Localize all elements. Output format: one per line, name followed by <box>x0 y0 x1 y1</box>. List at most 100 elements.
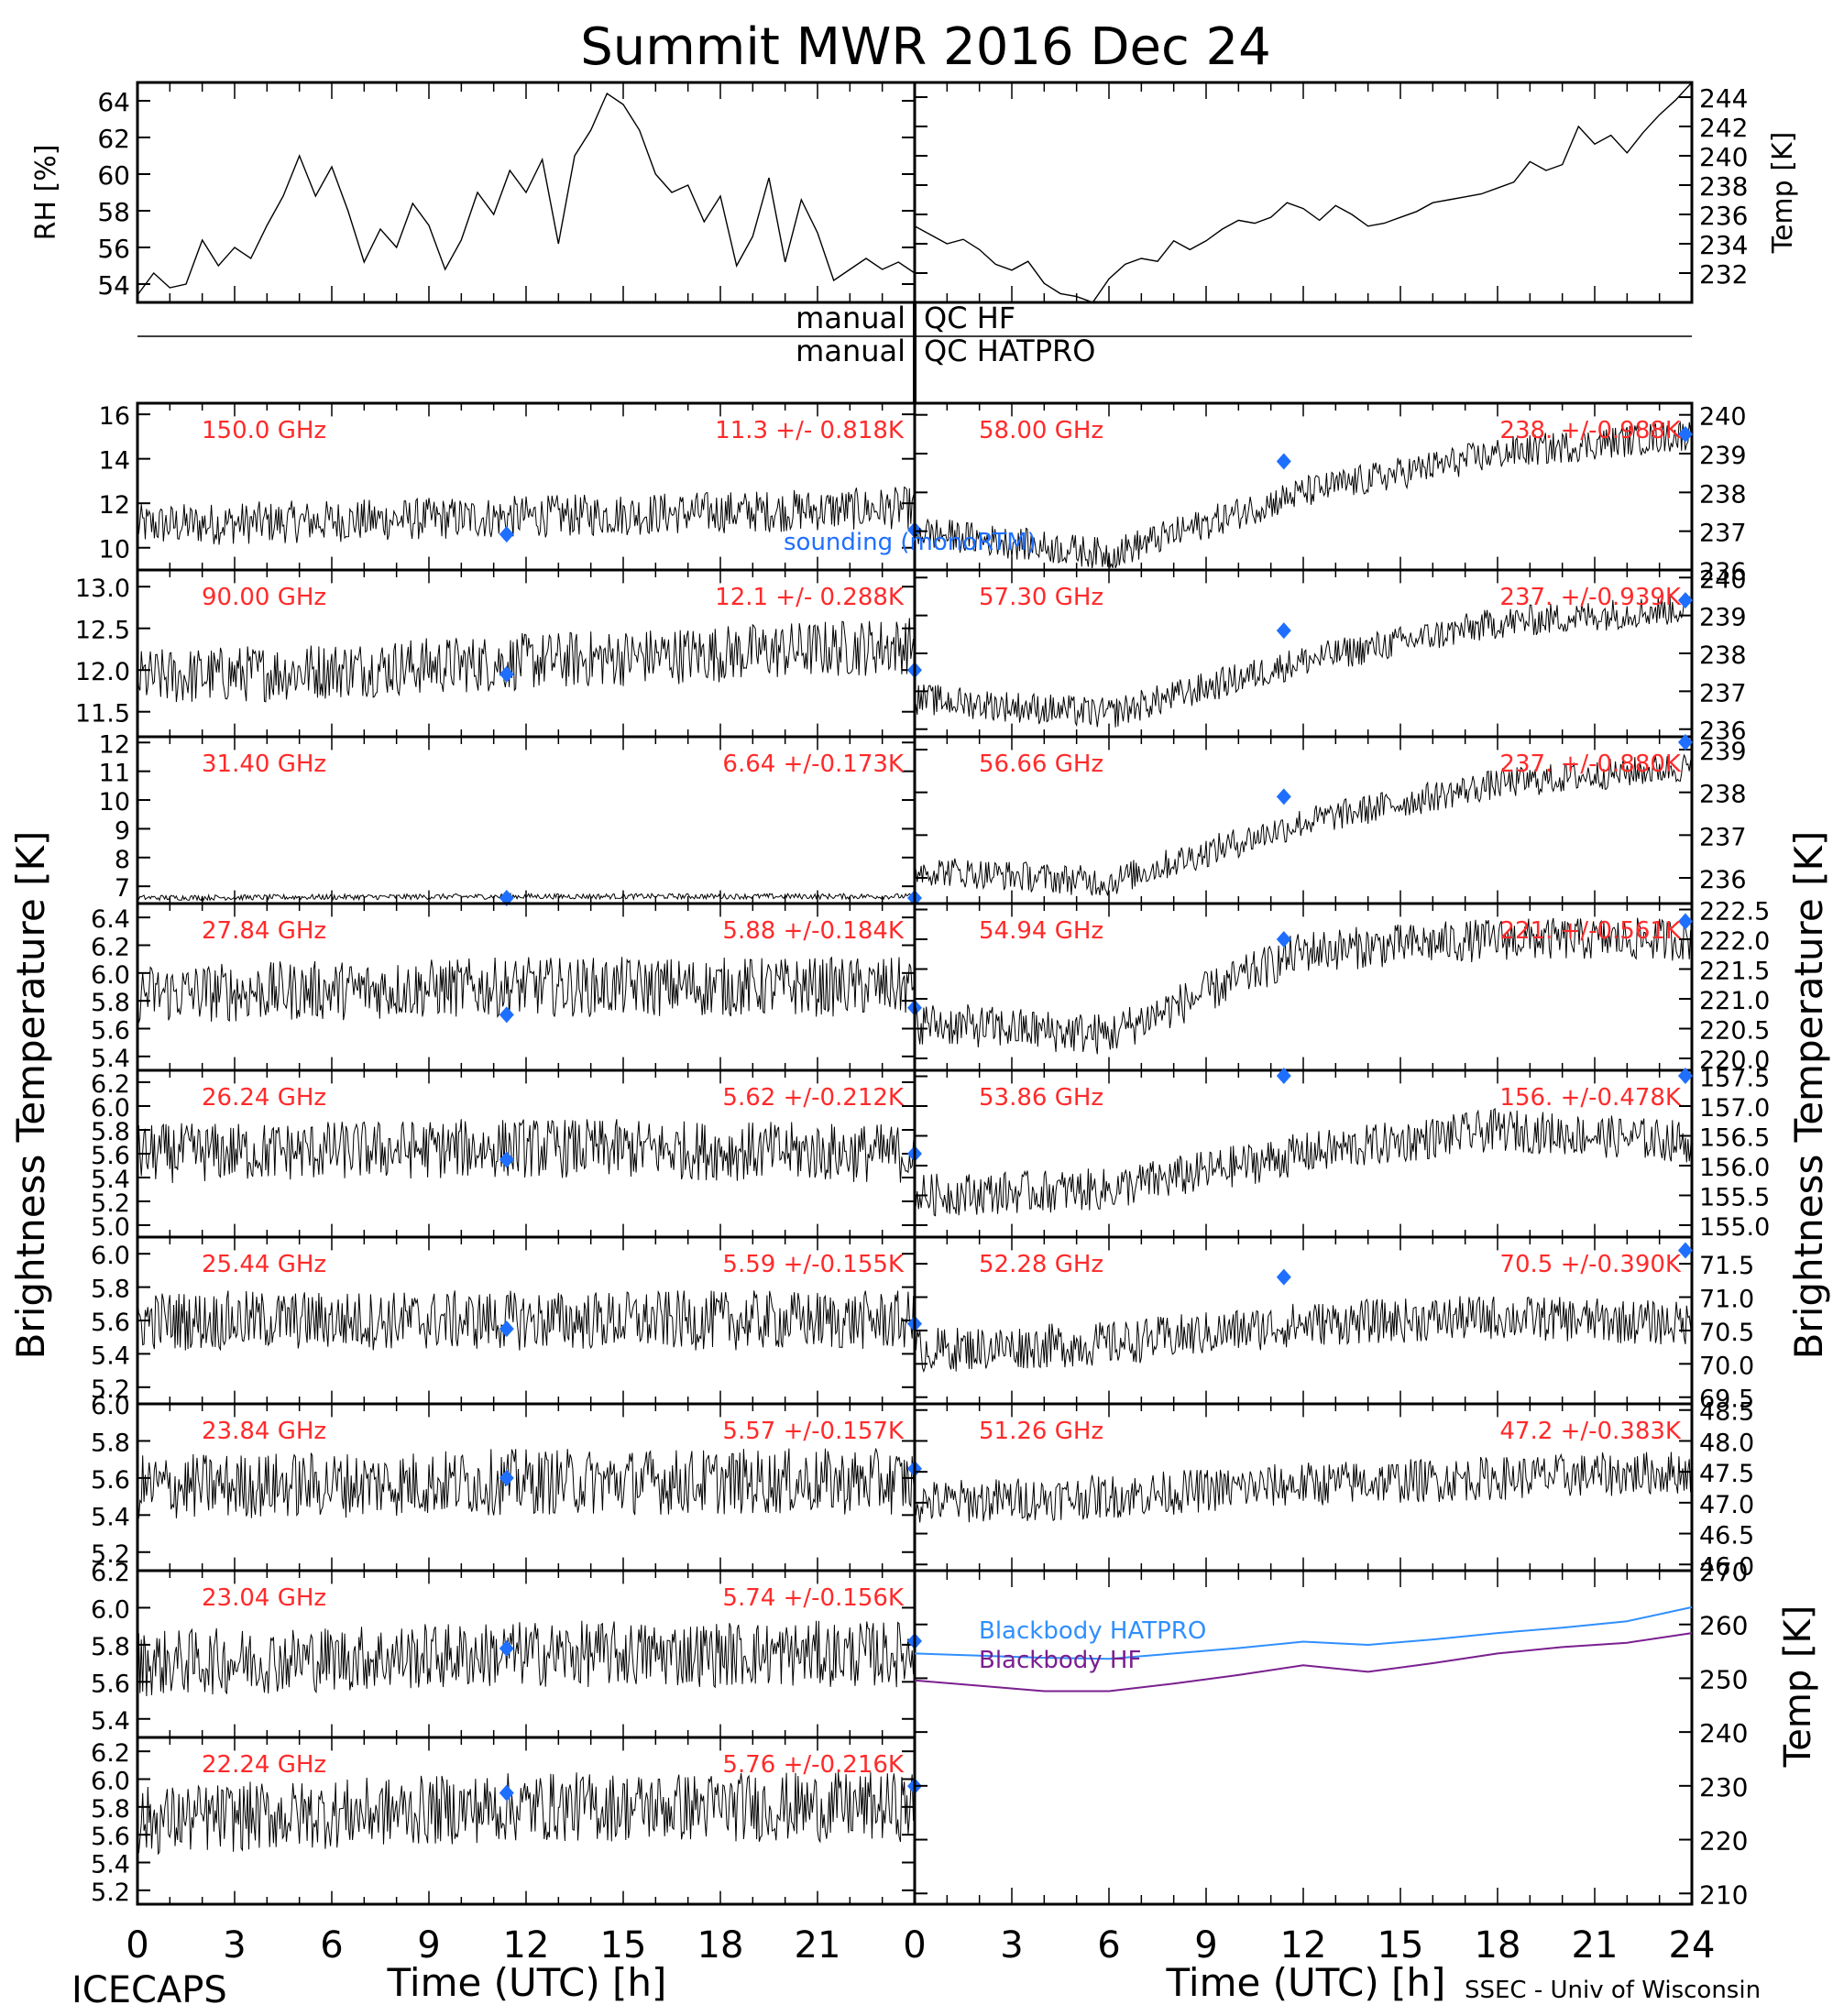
y-tick-label: 11 <box>99 760 130 788</box>
y-tick-label: 12 <box>99 491 130 520</box>
y-tick-label: 5.8 <box>91 989 130 1017</box>
blackbody-ylabel: Temp [K] <box>1777 1605 1819 1769</box>
y-tick-label: 9 <box>115 816 130 845</box>
y-tick-label: 221.5 <box>1699 958 1770 986</box>
y-tick-label: 48.0 <box>1699 1429 1754 1457</box>
y-tick-label: 239 <box>1699 442 1747 470</box>
y-tick-label: 6.0 <box>91 1242 130 1270</box>
y-tick-label: 5.4 <box>91 1342 130 1370</box>
legend-blackbody-hatpro: Blackbody HATPRO <box>979 1617 1206 1645</box>
legend-blackbody-hf: Blackbody HF <box>979 1647 1141 1674</box>
y-tick-label: 5.4 <box>91 1045 130 1073</box>
footer-ssec: SSEC - Univ of Wisconsin <box>1465 1977 1761 2004</box>
y-tick-label: 5.6 <box>91 1142 130 1170</box>
rh-panel: 54 56 58 60 62 64 RH [%] <box>30 81 916 304</box>
qc-hatpro-left-label: manual <box>796 334 906 368</box>
y-tick-label: 70.0 <box>1699 1352 1754 1380</box>
y-tick-label: 6.0 <box>91 1094 130 1123</box>
y-tick-label: 5.6 <box>91 1670 130 1698</box>
sounding-marker <box>1276 1068 1291 1084</box>
channel-trace <box>137 1119 916 1184</box>
channel-freq-label: 53.86 GHz <box>979 1084 1103 1112</box>
sounding-marker <box>1276 622 1291 640</box>
y-tick-label: 234 <box>1699 230 1748 260</box>
y-tick-label: 240 <box>1699 1718 1748 1748</box>
y-tick-label: 5.8 <box>91 1633 130 1661</box>
x-tick-label: 9 <box>417 1924 440 1967</box>
y-tick-label: 260 <box>1699 1611 1748 1641</box>
y-tick-label: 5.8 <box>91 1118 130 1146</box>
x-tick-label: 3 <box>223 1924 246 1967</box>
y-tick-label: 240 <box>1699 142 1748 172</box>
y-tick-label: 156.0 <box>1699 1154 1770 1182</box>
y-tick-label: 157.5 <box>1699 1065 1770 1093</box>
right-xlabel: Time (UTC) [h] <box>1166 1960 1446 2005</box>
y-tick-label: 46.5 <box>1699 1522 1754 1550</box>
y-tick-label: 71.5 <box>1699 1252 1754 1280</box>
channel-freq-label: 56.66 GHz <box>979 751 1103 778</box>
channel-freq-label: 51.26 GHz <box>979 1418 1103 1445</box>
y-tick-label: 236 <box>1699 201 1748 231</box>
y-tick-label: 47.5 <box>1699 1460 1754 1488</box>
x-tick-label: 0 <box>903 1924 926 1967</box>
y-tick-label: 12.0 <box>75 658 130 686</box>
channel-stat-label: 238. +/-0.988K <box>1499 417 1682 444</box>
y-tick-label: 46.0 <box>1699 1552 1754 1581</box>
blackbody-hf-line <box>914 1632 1693 1693</box>
qc-strip: manual QC HF manual QC HATPRO <box>137 301 1692 368</box>
y-tick-label: 5.6 <box>91 1309 130 1337</box>
channel-freq-label: 58.00 GHz <box>979 417 1103 444</box>
x-tick-label: 15 <box>600 1924 647 1967</box>
footer-icecaps: ICECAPS <box>71 1969 227 2011</box>
channel-trace <box>137 1771 916 1856</box>
y-tick-label: 221.0 <box>1699 987 1770 1015</box>
y-tick-label: 240 <box>1699 565 1747 594</box>
channel-freq-label: 25.44 GHz <box>202 1251 326 1278</box>
y-tick-label: 56 <box>97 234 130 264</box>
channel-panel-22.24ghz: 5.25.45.65.86.06.2 22.24 GHz 5.76 +/-0.216… <box>91 1736 922 1907</box>
y-tick-label: 12.5 <box>75 617 130 645</box>
sounding-marker <box>499 1151 514 1168</box>
y-tick-label: 6.0 <box>91 1392 130 1420</box>
channel-trace <box>914 1452 1693 1523</box>
y-tick-label: 5.8 <box>91 1276 130 1304</box>
qc-hf-label: QC HF <box>924 301 1015 335</box>
channel-trace <box>137 1448 916 1519</box>
x-tick-label: 12 <box>503 1924 550 1967</box>
y-tick-label: 5.4 <box>91 1166 130 1194</box>
sounding-marker <box>1677 592 1693 609</box>
sounding-marker <box>1276 788 1291 805</box>
channel-stat-label: 156. +/-0.478K <box>1499 1084 1682 1112</box>
x-tick-label: 15 <box>1377 1924 1424 1967</box>
left-xlabel: Time (UTC) [h] <box>387 1960 667 2005</box>
channel-stat-label: 47.2 +/-0.383K <box>1499 1418 1682 1445</box>
y-tick-label: 5.6 <box>91 1823 130 1851</box>
channel-stat-label: 70.5 +/-0.390K <box>1499 1251 1682 1278</box>
y-tick-label: 242 <box>1699 113 1748 143</box>
y-tick-label: 64 <box>97 87 130 117</box>
y-tick-label: 14 <box>99 447 130 476</box>
channel-panel-25.44ghz: 5.2 5.4 5.6 5.8 6.0 25.44 GHz 5.59 +/-0.155K <box>91 1235 922 1406</box>
y-tick-label: 6.2 <box>91 1739 130 1768</box>
x-tick-label: 0 <box>126 1924 148 1967</box>
channel-freq-label: 150.0 GHz <box>202 417 326 444</box>
rh-series-line <box>137 92 916 296</box>
channel-trace <box>914 917 1693 1055</box>
y-tick-label: 155.5 <box>1699 1184 1770 1212</box>
channel-stat-label: 6.64 +/-0.173K <box>722 751 905 778</box>
x-tick-label: 18 <box>697 1924 744 1967</box>
x-tick-label: 6 <box>1097 1924 1120 1967</box>
channel-trace <box>914 752 1693 896</box>
y-tick-label: 58 <box>97 197 130 227</box>
channel-stat-label: 221. +/-0.561K <box>1499 917 1682 945</box>
channel-panel-27.84ghz: 5.45.65.86.06.26.4 27.84 GHz 5.88 +/-0.184… <box>91 902 922 1073</box>
y-tick-label: 236 <box>1699 718 1747 746</box>
sounding-marker <box>499 1784 514 1802</box>
y-tick-label: 238 <box>1699 781 1747 809</box>
y-tick-label: 222.0 <box>1699 927 1770 956</box>
y-tick-label: 48.5 <box>1699 1398 1754 1427</box>
left-brightness-ylabel: Brightness Temperature [K] <box>8 831 53 1360</box>
channel-trace <box>137 1620 916 1697</box>
y-tick-label: 60 <box>97 160 130 191</box>
sounding-marker <box>1276 931 1291 948</box>
